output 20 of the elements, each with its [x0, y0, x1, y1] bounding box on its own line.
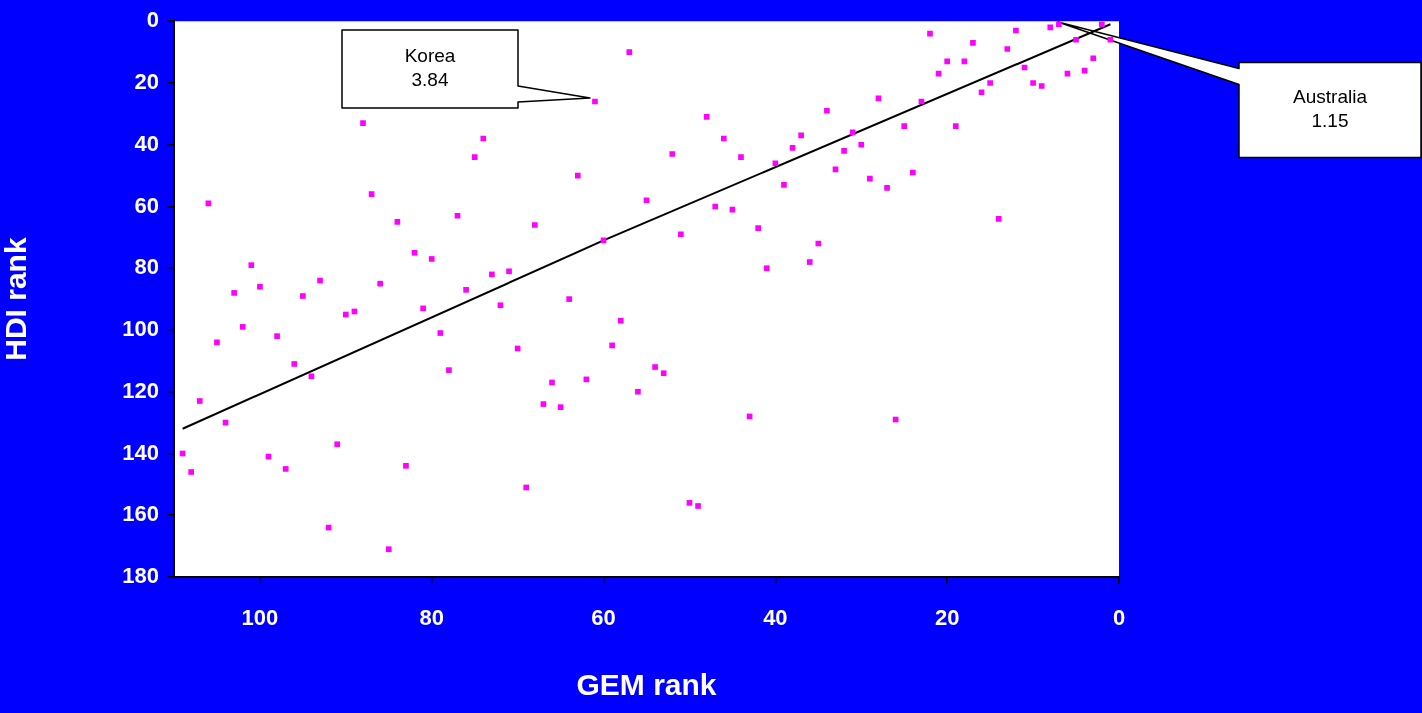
y-tick-label: 100: [122, 316, 159, 342]
x-tick-label: 20: [934, 605, 960, 631]
y-tick-label: 20: [134, 69, 159, 95]
y-tick-label: 40: [134, 130, 159, 156]
y-tick-label: 80: [134, 254, 159, 280]
x-tick-label: 80: [419, 605, 444, 631]
x-axis-title: GEM rank: [576, 668, 717, 702]
x-tick-label: 0: [1112, 605, 1126, 631]
y-tick-label: 0: [146, 7, 159, 33]
x-tick-label: 40: [763, 605, 788, 631]
y-axis-title: HDI rank: [0, 237, 33, 361]
y-tick-label: 60: [134, 192, 159, 218]
y-tick-label: 180: [122, 563, 159, 589]
x-tick-label: 60: [591, 605, 616, 631]
y-tick-label: 120: [122, 377, 159, 403]
y-tick-label: 140: [122, 439, 159, 465]
x-tick-label: 100: [241, 605, 279, 631]
y-tick-label: 160: [122, 501, 159, 527]
annotation: Korea 3.84: [404, 45, 456, 91]
text: Australia 1.15: [1293, 86, 1368, 132]
